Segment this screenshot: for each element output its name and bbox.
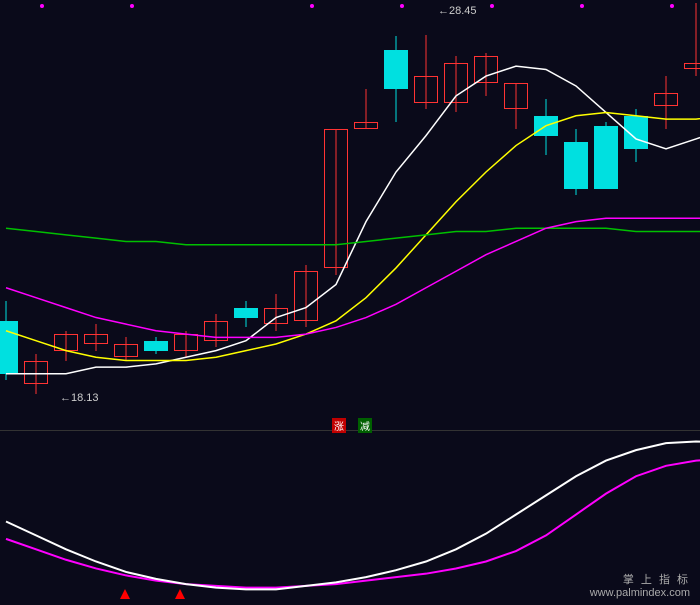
- marker-dot: [40, 4, 44, 8]
- candle: [354, 0, 378, 430]
- candle: [234, 0, 258, 430]
- marker-dot: [670, 4, 674, 8]
- candle: [324, 0, 348, 430]
- watermark: 掌 上 指 标 www.palmindex.com: [590, 571, 690, 599]
- up-arrow-icon: [120, 589, 130, 599]
- candle: [594, 0, 618, 430]
- candle: [474, 0, 498, 430]
- candle: [564, 0, 588, 430]
- candle: [384, 0, 408, 430]
- stock-chart: ←28.45 ←18.13 涨减 掌 上 指 标 www.palmindex.c…: [0, 0, 700, 605]
- candle: [54, 0, 78, 430]
- price-panel: ←28.45 ←18.13 涨减: [0, 0, 700, 431]
- candle: [144, 0, 168, 430]
- candle: [264, 0, 288, 430]
- candle: [84, 0, 108, 430]
- candle: [414, 0, 438, 430]
- candle: [174, 0, 198, 430]
- watermark-title: 掌 上 指 标: [590, 571, 690, 587]
- indicator-panel: 掌 上 指 标 www.palmindex.com: [0, 431, 700, 605]
- candle: [624, 0, 648, 430]
- candle: [24, 0, 48, 430]
- candle: [204, 0, 228, 430]
- candle: [444, 0, 468, 430]
- candle: [0, 0, 18, 430]
- marker-dot: [400, 4, 404, 8]
- up-arrow-icon: [175, 589, 185, 599]
- candle: [294, 0, 318, 430]
- marker-dot: [310, 4, 314, 8]
- low-price-label: ←18.13: [60, 392, 99, 404]
- candle: [534, 0, 558, 430]
- marker-dot: [490, 4, 494, 8]
- indicator-line: [6, 459, 700, 588]
- candle: [684, 0, 700, 430]
- candle: [654, 0, 678, 430]
- high-price-label: ←28.45: [438, 5, 477, 17]
- indicator-line: [6, 441, 700, 589]
- marker-dot: [130, 4, 134, 8]
- marker-dot: [580, 4, 584, 8]
- candle: [114, 0, 138, 430]
- watermark-url: www.palmindex.com: [590, 587, 690, 599]
- candle: [504, 0, 528, 430]
